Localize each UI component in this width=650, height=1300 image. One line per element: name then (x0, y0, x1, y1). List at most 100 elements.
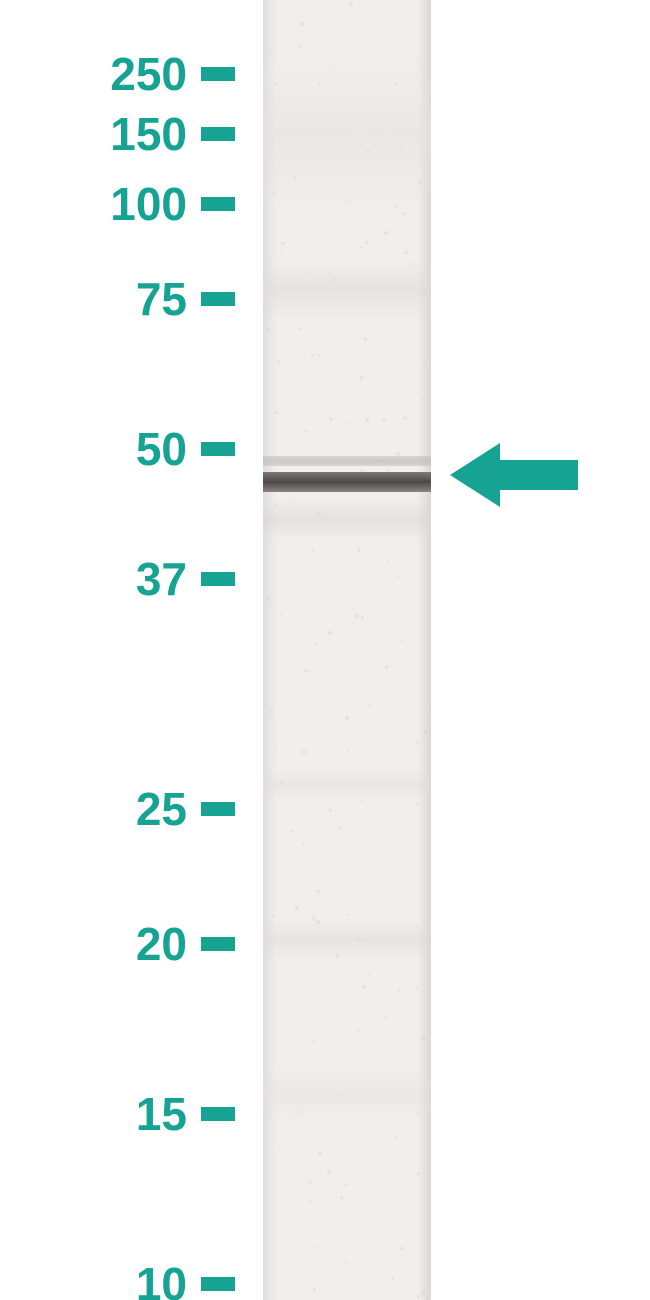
mw-marker-label: 150 (87, 107, 187, 161)
lane-noise-speckle (384, 231, 388, 235)
mw-marker-25: 25 (87, 782, 235, 836)
lane-smear (263, 260, 431, 320)
lane-noise-speckle (391, 1277, 394, 1280)
lane-noise-speckle (367, 973, 370, 976)
lane-noise-speckle (355, 614, 358, 617)
lane-noise-speckle (295, 906, 298, 909)
secondary-band (263, 456, 431, 466)
lane-noise-speckle (276, 360, 280, 364)
lane-noise-speckle (318, 1151, 322, 1155)
mw-marker-tick (201, 442, 235, 456)
mw-marker-tick (201, 1277, 235, 1291)
lane-noise-speckle (281, 242, 284, 245)
lane-noise-speckle (329, 417, 333, 421)
blot-lane (263, 0, 431, 1300)
lane-noise-speckle (422, 1036, 425, 1039)
lane-noise-speckle (345, 716, 349, 720)
mw-marker-tick (201, 67, 235, 81)
lane-noise-speckle (417, 57, 419, 59)
lane-noise-speckle (266, 597, 270, 601)
lane-noise-speckle (274, 745, 276, 747)
mw-marker-15: 15 (87, 1087, 235, 1141)
lane-noise-speckle (382, 418, 385, 421)
lane-noise-speckle (375, 3, 376, 4)
lane-noise-speckle (361, 800, 363, 802)
lane-noise-speckle (344, 983, 346, 985)
lane-noise-speckle (290, 375, 292, 377)
lane-noise-speckle (274, 411, 278, 415)
mw-marker-tick (201, 802, 235, 816)
lane-noise-speckle (313, 1287, 317, 1291)
lane-noise-speckle (270, 710, 273, 713)
lane-noise-speckle (416, 987, 418, 989)
lane-noise-speckle (385, 665, 388, 668)
lane-noise-speckle (299, 45, 302, 48)
lane-noise-speckle (368, 703, 370, 705)
mw-marker-150: 150 (87, 107, 235, 161)
mw-marker-label: 100 (87, 177, 187, 231)
lane-noise-speckle (424, 730, 428, 734)
lane-noise-speckle (304, 669, 308, 673)
mw-marker-label: 75 (87, 272, 187, 326)
lane-noise-speckle (423, 361, 426, 364)
lane-noise-speckle (380, 357, 382, 359)
arrow-head-icon (450, 443, 500, 507)
lane-noise-speckle (316, 890, 319, 893)
lane-noise-speckle (387, 562, 388, 563)
lane-noise-speckle (404, 251, 407, 254)
lane-noise-speckle (397, 575, 400, 578)
blot-canvas: 250 150 100 75 50 37 25 20 15 10 (0, 0, 650, 1300)
lane-noise-speckle (291, 830, 294, 833)
mw-marker-50: 50 (87, 422, 235, 476)
lane-noise-speckle (416, 803, 419, 806)
mw-marker-75: 75 (87, 272, 235, 326)
lane-noise-speckle (267, 328, 270, 331)
lane-noise-speckle (403, 212, 406, 215)
lane-noise-speckle (410, 242, 412, 244)
lane-noise-speckle (364, 337, 367, 340)
mw-marker-tick (201, 197, 235, 211)
band-indicator-arrow (450, 443, 578, 507)
lane-noise-speckle (428, 241, 429, 242)
primary-band (263, 472, 431, 492)
mw-marker-tick (201, 937, 235, 951)
mw-marker-tick (201, 1107, 235, 1121)
lane-noise-speckle (311, 548, 314, 551)
lane-noise-speckle (286, 1122, 287, 1123)
mw-marker-250: 250 (87, 47, 235, 101)
lane-noise-speckle (362, 985, 365, 988)
arrow-shaft (500, 460, 578, 490)
lane-noise-speckle (357, 548, 361, 552)
lane-noise-speckle (302, 750, 305, 753)
lane-noise-speckle (422, 398, 425, 401)
lane-noise-speckle (401, 727, 403, 729)
mw-marker-label: 37 (87, 552, 187, 606)
mw-marker-label: 10 (87, 1257, 187, 1300)
lane-noise-speckle (333, 1255, 334, 1256)
mw-marker-100: 100 (87, 177, 235, 231)
lane-noise-speckle (346, 914, 349, 917)
mw-marker-tick (201, 572, 235, 586)
lane-noise-speckle (375, 880, 377, 882)
lane-smear (263, 920, 431, 960)
lane-noise-speckle (328, 631, 331, 634)
mw-marker-tick (201, 292, 235, 306)
lane-smear (263, 500, 431, 540)
mw-marker-label: 50 (87, 422, 187, 476)
lane-noise-speckle (401, 363, 402, 364)
mw-marker-37: 37 (87, 552, 235, 606)
mw-marker-10: 10 (87, 1257, 235, 1300)
lane-noise-speckle (312, 1041, 315, 1044)
lane-smear (263, 1070, 431, 1120)
lane-noise-speckle (416, 741, 419, 744)
mw-marker-label: 15 (87, 1087, 187, 1141)
mw-marker-label: 25 (87, 782, 187, 836)
mw-marker-label: 250 (87, 47, 187, 101)
lane-noise-speckle (361, 616, 364, 619)
mw-marker-20: 20 (87, 917, 235, 971)
lane-noise-speckle (318, 354, 320, 356)
lane-noise-speckle (280, 613, 282, 615)
lane-noise-speckle (300, 22, 304, 26)
mw-marker-tick (201, 127, 235, 141)
lane-noise-speckle (272, 914, 275, 917)
